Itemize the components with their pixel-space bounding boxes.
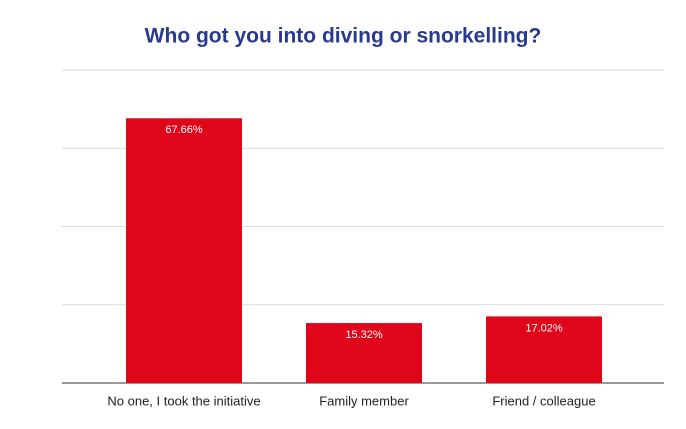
x-tick-label: Family member	[319, 393, 409, 408]
x-tick-label: No one, I took the initiative	[107, 393, 260, 408]
bar	[306, 323, 422, 383]
bar	[126, 118, 242, 384]
data-label: 15.32%	[345, 329, 383, 341]
x-tick-label: Friend / colleague	[492, 393, 595, 408]
data-label: 67.66%	[165, 124, 203, 136]
chart-title: Who got you into diving or snorkelling?	[145, 25, 542, 48]
data-label: 17.02%	[525, 322, 563, 334]
bar	[486, 316, 602, 383]
